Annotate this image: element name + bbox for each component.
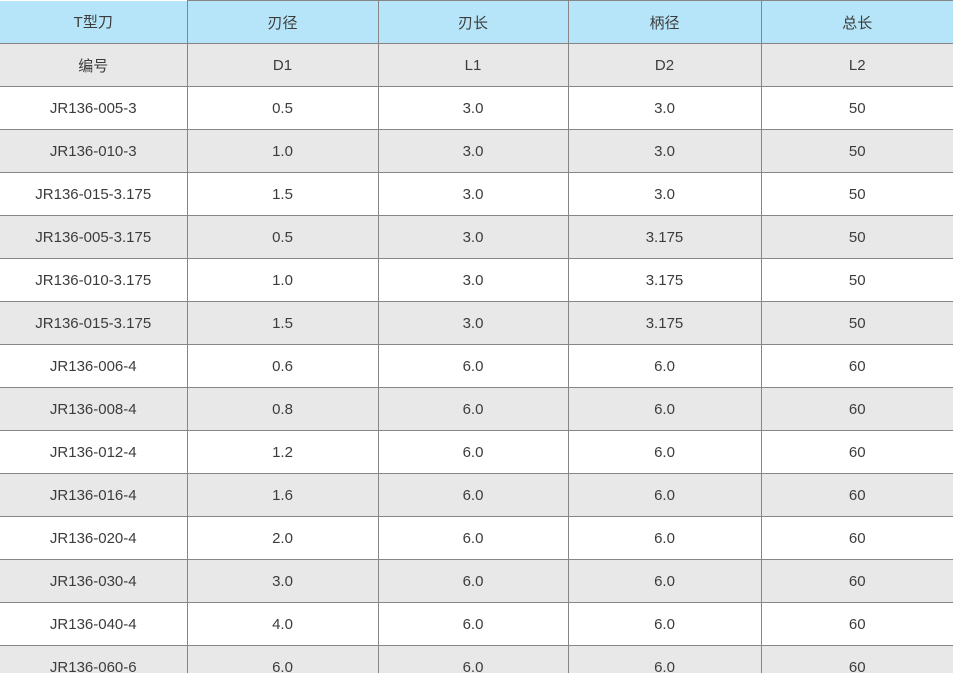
d2-cell: 6.0	[567, 430, 762, 474]
table-row: JR136-005-3 0.5 3.0 3.0 50	[0, 86, 953, 130]
l1-cell: 3.0	[377, 86, 569, 130]
part-number-cell: JR136-060-6	[0, 645, 188, 673]
table-row: JR136-012-4 1.2 6.0 6.0 60	[0, 430, 953, 474]
l2-cell: 60	[760, 516, 953, 560]
d2-cell: 3.0	[567, 172, 762, 216]
l2-cell: 50	[760, 258, 953, 302]
part-number-cell: JR136-012-4	[0, 430, 188, 474]
part-number-cell: JR136-010-3	[0, 129, 188, 173]
d1-cell: 1.0	[186, 258, 379, 302]
l2-cell: 60	[760, 473, 953, 517]
l1-cell: 6.0	[377, 430, 569, 474]
l1-cell: 3.0	[377, 172, 569, 216]
table-row: JR136-008-4 0.8 6.0 6.0 60	[0, 387, 953, 431]
d1-cell: 0.8	[186, 387, 379, 431]
l1-cell: 6.0	[377, 645, 569, 673]
l2-cell: 60	[760, 430, 953, 474]
table-row: JR136-060-6 6.0 6.0 6.0 60	[0, 645, 953, 673]
l2-cell: 50	[760, 172, 953, 216]
part-number-cell: JR136-010-3.175	[0, 258, 188, 302]
l2-cell: 60	[760, 387, 953, 431]
l1-cell: 3.0	[377, 129, 569, 173]
d2-cell: 6.0	[567, 516, 762, 560]
table-subheader-row: 编号 D1 L1 D2 L2	[0, 43, 953, 87]
l2-cell: 60	[760, 602, 953, 646]
l1-cell: 6.0	[377, 344, 569, 388]
table-row: JR136-005-3.175 0.5 3.0 3.175 50	[0, 215, 953, 259]
part-number-cell: JR136-030-4	[0, 559, 188, 603]
part-number-cell: JR136-016-4	[0, 473, 188, 517]
d2-cell: 6.0	[567, 559, 762, 603]
part-number-cell: JR136-008-4	[0, 387, 188, 431]
l1-cell: 3.0	[377, 258, 569, 302]
part-number-cell: JR136-020-4	[0, 516, 188, 560]
part-number-cell: JR136-005-3.175	[0, 215, 188, 259]
d2-cell: 3.175	[567, 215, 762, 259]
d1-cell: 1.6	[186, 473, 379, 517]
d2-cell: 6.0	[567, 344, 762, 388]
table-row: JR136-040-4 4.0 6.0 6.0 60	[0, 602, 953, 646]
d2-cell: 6.0	[567, 602, 762, 646]
d2-cell: 6.0	[567, 473, 762, 517]
table-row: JR136-010-3 1.0 3.0 3.0 50	[0, 129, 953, 173]
d1-cell: 1.0	[186, 129, 379, 173]
d1-cell: 4.0	[186, 602, 379, 646]
subheader-l1: L1	[377, 43, 569, 87]
d1-cell: 0.5	[186, 86, 379, 130]
column-header-shank-diameter: 柄径	[567, 0, 762, 44]
d2-cell: 6.0	[567, 645, 762, 673]
d1-cell: 2.0	[186, 516, 379, 560]
l2-cell: 50	[760, 215, 953, 259]
d2-cell: 3.175	[567, 301, 762, 345]
table-row: JR136-015-3.175 1.5 3.0 3.175 50	[0, 301, 953, 345]
table-row: JR136-010-3.175 1.0 3.0 3.175 50	[0, 258, 953, 302]
table-row: JR136-030-4 3.0 6.0 6.0 60	[0, 559, 953, 603]
part-number-cell: JR136-040-4	[0, 602, 188, 646]
column-header-overall-length: 总长	[760, 0, 953, 44]
table-row: JR136-006-4 0.6 6.0 6.0 60	[0, 344, 953, 388]
l1-cell: 6.0	[377, 602, 569, 646]
d1-cell: 1.2	[186, 430, 379, 474]
table-row: JR136-020-4 2.0 6.0 6.0 60	[0, 516, 953, 560]
l2-cell: 60	[760, 344, 953, 388]
l2-cell: 60	[760, 559, 953, 603]
l1-cell: 6.0	[377, 516, 569, 560]
d1-cell: 3.0	[186, 559, 379, 603]
l2-cell: 60	[760, 645, 953, 673]
part-number-cell: JR136-015-3.175	[0, 172, 188, 216]
d2-cell: 3.175	[567, 258, 762, 302]
subheader-d1: D1	[186, 43, 379, 87]
l2-cell: 50	[760, 129, 953, 173]
table-row: JR136-016-4 1.6 6.0 6.0 60	[0, 473, 953, 517]
l2-cell: 50	[760, 301, 953, 345]
part-number-cell: JR136-005-3	[0, 86, 188, 130]
subheader-d2: D2	[567, 43, 762, 87]
subheader-part-number: 编号	[0, 43, 188, 87]
d1-cell: 0.6	[186, 344, 379, 388]
column-header-tool-type: T型刀	[0, 0, 188, 44]
d1-cell: 1.5	[186, 172, 379, 216]
d1-cell: 6.0	[186, 645, 379, 673]
column-header-blade-length: 刃长	[377, 0, 569, 44]
d1-cell: 1.5	[186, 301, 379, 345]
l1-cell: 3.0	[377, 215, 569, 259]
l1-cell: 6.0	[377, 387, 569, 431]
l2-cell: 50	[760, 86, 953, 130]
l1-cell: 6.0	[377, 473, 569, 517]
d2-cell: 3.0	[567, 86, 762, 130]
table-header-row: T型刀 刃径 刃长 柄径 总长	[0, 0, 953, 44]
d2-cell: 3.0	[567, 129, 762, 173]
d1-cell: 0.5	[186, 215, 379, 259]
column-header-blade-diameter: 刃径	[186, 0, 379, 44]
d2-cell: 6.0	[567, 387, 762, 431]
l1-cell: 3.0	[377, 301, 569, 345]
table-row: JR136-015-3.175 1.5 3.0 3.0 50	[0, 172, 953, 216]
part-number-cell: JR136-006-4	[0, 344, 188, 388]
l1-cell: 6.0	[377, 559, 569, 603]
subheader-l2: L2	[760, 43, 953, 87]
part-number-cell: JR136-015-3.175	[0, 301, 188, 345]
